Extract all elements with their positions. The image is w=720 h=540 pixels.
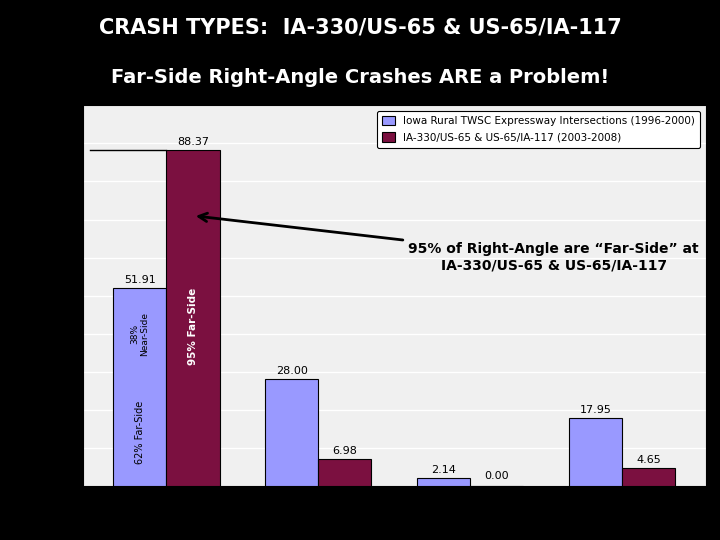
Text: 17.95: 17.95 bbox=[580, 404, 611, 415]
Bar bbox=[265, 380, 318, 486]
Text: 4.65: 4.65 bbox=[636, 455, 661, 465]
Text: 62% Far-Side: 62% Far-Side bbox=[135, 401, 145, 464]
Text: 88.37: 88.37 bbox=[177, 137, 209, 146]
Text: 51.91: 51.91 bbox=[124, 275, 156, 285]
X-axis label: Crash Type: Crash Type bbox=[356, 508, 433, 522]
Text: 95% of Right-Angle are “Far-Side” at
IA-330/US-65 & US-65/IA-117: 95% of Right-Angle are “Far-Side” at IA-… bbox=[199, 213, 699, 273]
Text: 38%
Near-Side: 38% Near-Side bbox=[130, 312, 150, 356]
Bar bbox=[113, 288, 166, 486]
Text: 95% Far-Side: 95% Far-Side bbox=[188, 287, 198, 365]
Bar bbox=[622, 468, 675, 486]
Text: 6.98: 6.98 bbox=[333, 447, 357, 456]
Legend: Iowa Rural TWSC Expressway Intersections (1996-2000), IA-330/US-65 & US-65/IA-11: Iowa Rural TWSC Expressway Intersections… bbox=[377, 111, 701, 147]
Text: 28.00: 28.00 bbox=[276, 366, 307, 376]
Y-axis label: Percentage of All Collisions: Percentage of All Collisions bbox=[40, 211, 53, 380]
Text: 0.00: 0.00 bbox=[485, 471, 509, 482]
Bar bbox=[569, 417, 622, 486]
Bar bbox=[417, 478, 470, 486]
Text: 2.14: 2.14 bbox=[431, 465, 456, 475]
Bar bbox=[318, 460, 372, 486]
Text: CRASH TYPES:  IA-330/US-65 & US-65/IA-117: CRASH TYPES: IA-330/US-65 & US-65/IA-117 bbox=[99, 17, 621, 37]
Bar bbox=[166, 150, 220, 486]
Text: Far-Side Right-Angle Crashes ARE a Problem!: Far-Side Right-Angle Crashes ARE a Probl… bbox=[111, 68, 609, 87]
